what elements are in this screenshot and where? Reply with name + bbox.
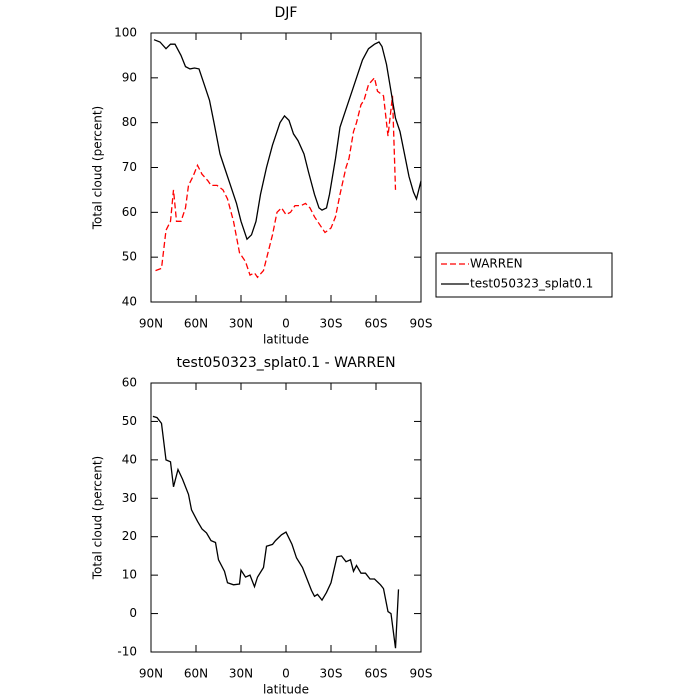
x-tick-label: 0 [282, 317, 290, 331]
x-tick-label: 30S [320, 667, 343, 681]
y-tick-label: 80 [122, 115, 137, 129]
plot-frame [150, 32, 422, 303]
y-tick-label: 0 [129, 606, 137, 620]
data-line [152, 415, 400, 649]
chart-title: test050323_splat0.1 - WARREN [176, 355, 395, 371]
x-tick-label: 60N [184, 317, 208, 331]
y-tick-label: 60 [122, 205, 137, 219]
y-tick-label: 60 [122, 376, 137, 390]
chart-title: DJF [275, 5, 298, 21]
x-axis-label: latitude [263, 683, 309, 697]
x-axis-label: latitude [263, 333, 309, 347]
y-tick-label: 70 [122, 160, 137, 174]
y-tick-label: 50 [122, 250, 137, 264]
y-tick-label: 30 [122, 491, 137, 505]
x-tick-label: 90S [410, 317, 433, 331]
y-tick-label: 40 [122, 452, 137, 466]
y-tick-label: 10 [122, 568, 137, 582]
y-axis-label: Total cloud (percent) [91, 106, 105, 230]
x-tick-label: 60S [365, 667, 388, 681]
data-line [155, 76, 397, 279]
x-tick-label: 90N [139, 667, 163, 681]
legend-box [435, 252, 613, 298]
x-tick-label: 60N [184, 667, 208, 681]
x-tick-label: 30N [229, 317, 253, 331]
x-tick-label: 30N [229, 667, 253, 681]
x-tick-label: 30S [320, 317, 343, 331]
y-tick-label: -10 [117, 645, 137, 659]
x-tick-label: 90S [410, 667, 433, 681]
y-tick-label: 50 [122, 414, 137, 428]
y-axis-label: Total cloud (percent) [91, 456, 105, 580]
x-tick-label: 0 [282, 667, 290, 681]
plot-frame [150, 382, 422, 653]
x-tick-label: 60S [365, 317, 388, 331]
x-tick-label: 90N [139, 317, 163, 331]
y-tick-label: 20 [122, 529, 137, 543]
y-tick-label: 100 [114, 26, 137, 40]
legend-label: test050323_splat0.1 [470, 277, 593, 291]
y-tick-label: 40 [122, 295, 137, 309]
y-tick-label: 90 [122, 70, 137, 84]
legend-label: WARREN [470, 257, 523, 271]
data-line [153, 39, 422, 241]
